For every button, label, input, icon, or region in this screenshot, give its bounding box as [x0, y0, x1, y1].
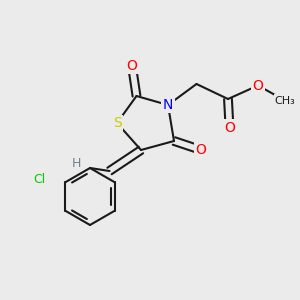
Text: O: O — [224, 121, 235, 134]
Text: O: O — [196, 143, 206, 157]
Text: H: H — [72, 157, 81, 170]
Text: O: O — [127, 59, 137, 73]
Text: N: N — [163, 98, 173, 112]
Text: CH₃: CH₃ — [274, 95, 296, 106]
Text: O: O — [253, 79, 263, 92]
Text: Cl: Cl — [34, 173, 46, 186]
Text: S: S — [112, 116, 122, 130]
